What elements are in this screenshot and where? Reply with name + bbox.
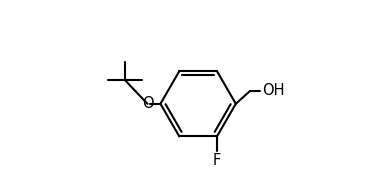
Text: F: F [213,153,221,168]
Text: OH: OH [262,83,284,98]
Text: O: O [142,96,153,111]
